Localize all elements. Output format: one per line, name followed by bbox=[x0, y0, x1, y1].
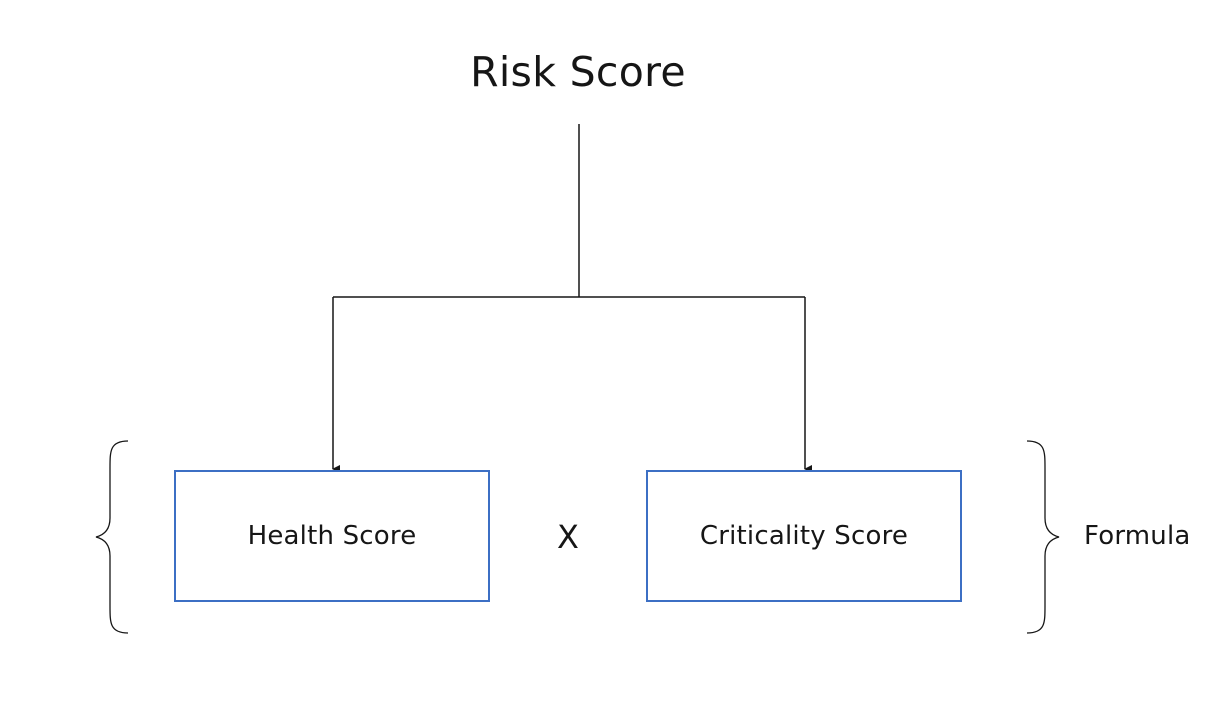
criticality-score-box: Criticality Score bbox=[646, 470, 962, 602]
diagram-title: Risk Score bbox=[470, 48, 686, 96]
formula-label: Formula bbox=[1084, 521, 1191, 551]
right-brace bbox=[1026, 440, 1060, 634]
multiply-operator: X bbox=[557, 518, 579, 556]
health-score-label: Health Score bbox=[247, 521, 417, 551]
health-score-box: Health Score bbox=[174, 470, 490, 602]
criticality-score-label: Criticality Score bbox=[699, 521, 909, 551]
left-brace bbox=[95, 440, 129, 634]
